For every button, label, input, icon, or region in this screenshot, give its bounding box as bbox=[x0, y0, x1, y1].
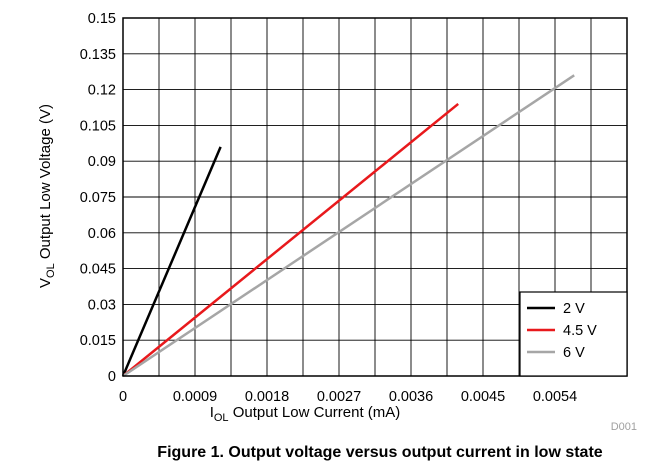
y-tick-label: 0.015 bbox=[80, 333, 116, 349]
y-axis-title-sub: OL bbox=[45, 263, 57, 278]
y-tick-label: 0.075 bbox=[80, 190, 116, 206]
x-tick-label: 0.0027 bbox=[317, 389, 361, 405]
legend-label: 2 V bbox=[563, 301, 585, 317]
x-tick-labels: 0 0.0009 0.0018 0.0027 0.0036 0.0045 0.0054 bbox=[119, 389, 577, 405]
series-line-6-v bbox=[122, 74, 575, 378]
series-line-4-5-v bbox=[122, 102, 459, 377]
x-tick-label: 0.0018 bbox=[245, 389, 289, 405]
legend-label: 4.5 V bbox=[563, 323, 597, 339]
x-axis-title-sub: OL bbox=[214, 412, 229, 424]
figure-code: D001 bbox=[611, 421, 637, 433]
y-tick-label: 0.12 bbox=[88, 83, 116, 99]
y-tick-label: 0.105 bbox=[80, 118, 116, 134]
series-layer bbox=[121, 74, 575, 378]
y-tick-label: 0.15 bbox=[88, 11, 116, 27]
x-tick-label: 0.0045 bbox=[461, 389, 505, 405]
legend-label: 6 V bbox=[563, 345, 585, 361]
y-tick-label: 0.135 bbox=[80, 47, 116, 63]
x-tick-label: 0.0036 bbox=[389, 389, 433, 405]
y-tick-label: 0.09 bbox=[88, 154, 116, 170]
y-tick-label: 0.045 bbox=[80, 262, 116, 278]
y-axis-title: VOL Output Low Voltage (V) bbox=[37, 104, 57, 288]
x-axis-title-main: I bbox=[210, 404, 214, 421]
plot-border bbox=[122, 17, 628, 377]
x-tick-label: 0.0054 bbox=[533, 389, 577, 405]
x-tick-label: 0.0009 bbox=[173, 389, 217, 405]
figure-caption: Figure 1. Output voltage versus output c… bbox=[157, 444, 602, 461]
legend: 2 V 4.5 V 6 V bbox=[519, 291, 628, 377]
series-line-2-v bbox=[121, 146, 222, 377]
y-axis-title-main: V bbox=[37, 278, 54, 288]
legend-box bbox=[519, 291, 628, 377]
y-tick-labels: 0 0.015 0.03 0.045 0.06 0.075 0.09 0.105 0.12 0.1… bbox=[80, 11, 116, 385]
y-tick-label: 0 bbox=[108, 369, 116, 385]
y-tick-label: 0.03 bbox=[88, 297, 116, 313]
x-axis-title: IOL Output Low Current (mA) bbox=[210, 404, 401, 424]
y-axis-title-rest: Output Low Voltage (V) bbox=[37, 104, 54, 263]
x-axis-title-rest: Output Low Current (mA) bbox=[229, 404, 401, 421]
y-tick-label: 0.06 bbox=[88, 226, 116, 242]
x-tick-label: 0 bbox=[119, 389, 127, 405]
